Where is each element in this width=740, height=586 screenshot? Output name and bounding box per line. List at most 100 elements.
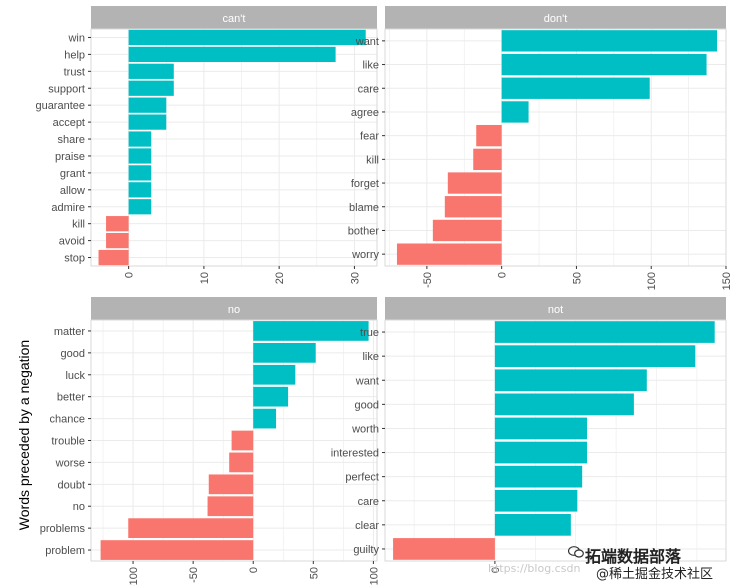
y-tick-label-bother: bother	[348, 225, 380, 237]
strip-don-t	[385, 6, 726, 29]
bar-no	[207, 496, 254, 517]
y-tick-label-accept: accept	[53, 117, 85, 129]
x-tick-label: 50	[571, 272, 583, 284]
y-tick-label-problems: problems	[40, 523, 86, 535]
y-tick-label-worth: worth	[351, 423, 379, 435]
x-tick-label: -100	[128, 567, 140, 586]
bar-matter	[253, 321, 369, 341]
y-tick-label-clear: clear	[355, 520, 379, 532]
bar-guilty	[393, 538, 495, 560]
x-tick-label: -50	[422, 272, 434, 288]
bar-help	[128, 46, 336, 63]
y-tick-label-chance: chance	[50, 414, 85, 426]
bar-share	[128, 131, 152, 147]
bar-problem	[100, 540, 254, 560]
panel-not: not true like want good worth interested perfec…	[331, 297, 727, 573]
panel-border-don-t	[384, 28, 727, 267]
bar-allow	[128, 182, 152, 198]
y-tick-label-allow: allow	[60, 185, 85, 197]
y-tick-label-stop: stop	[64, 253, 85, 265]
strip-label-can-t: can't	[223, 13, 246, 25]
y-tick-label-care: care	[358, 496, 379, 508]
strip-label-not: not	[548, 304, 563, 316]
x-tick-label: 100	[646, 272, 658, 290]
bar-true	[494, 321, 715, 343]
bar-worse	[229, 452, 254, 473]
y-tick-label-kill: kill	[72, 219, 85, 231]
y-tick-label-guarantee: guarantee	[35, 100, 85, 112]
bar-bother	[432, 219, 502, 242]
x-tick-label: 0	[248, 567, 260, 573]
bar-want	[501, 30, 718, 52]
y-tick-label-no: no	[73, 501, 85, 513]
bar-chance	[253, 408, 277, 429]
y-tick-label-matter: matter	[54, 326, 86, 338]
bar-accept	[128, 114, 167, 130]
watermark-subtitle: @稀土掘金技术社区	[596, 567, 714, 582]
y-tick-label-forget: forget	[351, 178, 379, 190]
wechat-icon	[568, 546, 584, 558]
y-tick-label-good: good	[61, 348, 85, 360]
bar-like	[501, 53, 707, 76]
bar-better	[253, 386, 289, 407]
bar-worry	[396, 243, 502, 265]
panel-can-t: can't win help trust support guarantee accept s…	[35, 6, 378, 284]
x-tick-label: 20	[274, 272, 286, 284]
y-tick-label-agree: agree	[351, 107, 379, 119]
watermark-title: 拓端数据部落	[585, 547, 682, 566]
y-tick-label-want: want	[355, 36, 379, 48]
panel-no: no matter good luck better chance trouble worse…	[40, 297, 380, 586]
bar-good	[253, 343, 316, 363]
strip-label-no: no	[228, 304, 240, 316]
strip-label-don-t: don't	[544, 13, 568, 25]
watermark-url: https://blog.csdn	[488, 562, 581, 575]
bar-kill	[106, 216, 129, 232]
y-tick-label-true: true	[360, 327, 379, 339]
bar-luck	[253, 364, 296, 385]
y-tick-label-better: better	[57, 392, 85, 404]
bar-care	[501, 77, 650, 99]
x-tick-label: 0	[124, 272, 136, 278]
y-tick-label-kill: kill	[366, 154, 379, 166]
bar-stop	[98, 249, 129, 266]
strip-not	[385, 297, 726, 320]
bar-win	[128, 29, 366, 46]
bar-blame	[444, 196, 502, 218]
bar-problems	[128, 518, 254, 538]
bar-admire	[128, 199, 152, 215]
panel-border-not	[384, 319, 727, 562]
y-tick-label-luck: luck	[65, 370, 85, 382]
y-tick-label-care: care	[358, 83, 379, 95]
x-tick-label: 30	[349, 272, 361, 284]
bar-trust	[128, 63, 174, 79]
y-tick-label-perfect: perfect	[345, 472, 379, 484]
y-tick-label-worse: worse	[55, 457, 85, 469]
y-tick-label-admire: admire	[51, 202, 85, 214]
bar-doubt	[208, 474, 254, 495]
panel-don-t: don't want like care agree fear kill forget blam…	[348, 6, 733, 290]
bar-avoid	[106, 232, 129, 249]
y-tick-label-fear: fear	[360, 131, 379, 143]
bar-worth	[494, 417, 588, 440]
y-tick-label-want: want	[355, 375, 379, 387]
x-tick-label: 50	[308, 567, 320, 579]
x-tick-label: 150	[721, 272, 733, 290]
y-tick-label-good: good	[355, 399, 379, 411]
x-tick-label: 0	[497, 272, 509, 278]
bar-good	[494, 393, 634, 416]
y-tick-label-win: win	[67, 32, 85, 44]
bar-want	[494, 369, 647, 392]
bar-clear	[494, 514, 571, 536]
y-tick-label-guilty: guilty	[353, 544, 379, 556]
y-tick-label-avoid: avoid	[59, 236, 85, 248]
x-tick-label: 10	[199, 272, 211, 284]
y-tick-label-interested: interested	[331, 448, 379, 460]
y-tick-label-doubt: doubt	[57, 479, 85, 491]
y-tick-label-blame: blame	[349, 202, 379, 214]
y-tick-label-help: help	[64, 49, 85, 61]
bar-like	[494, 345, 696, 367]
bar-agree	[501, 101, 529, 123]
bar-care	[494, 489, 578, 512]
facet-panels: can't win help trust support guarantee accept s…	[35, 6, 733, 586]
